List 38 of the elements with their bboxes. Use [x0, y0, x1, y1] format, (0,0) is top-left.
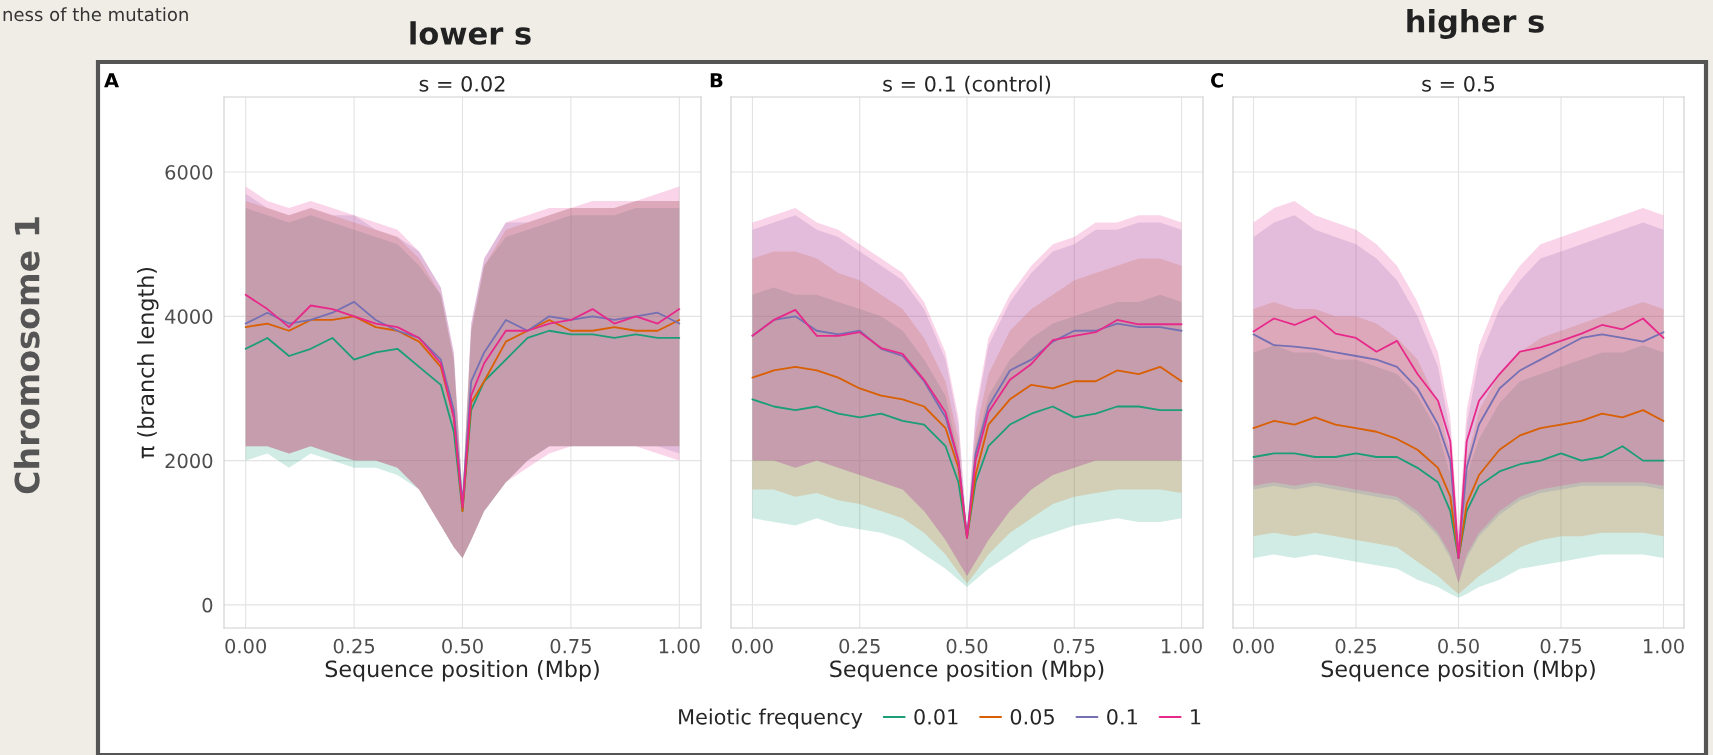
x-tick-label: 0.25 [1335, 638, 1376, 654]
x-tick-label: 1.00 [1643, 638, 1684, 654]
x-axis-title: Sequence position (Mbp) [830, 660, 1104, 682]
x-axis-title: Sequence position (Mbp) [325, 660, 599, 682]
x-tick-label: 0.25 [839, 638, 880, 654]
x-tick-label: 1.00 [659, 638, 700, 654]
x-axis-title: Sequence position (Mbp) [1321, 660, 1595, 682]
legend-label: 0.05 [1010, 708, 1054, 725]
y-tick-label: 4000 [165, 309, 213, 324]
y-tick-label: 6000 [165, 164, 213, 180]
x-tick-label: 0.00 [225, 638, 267, 654]
x-tick-label: 0.00 [732, 638, 773, 654]
text: ness of the mutation [3, 7, 188, 22]
text: A [104, 73, 119, 88]
text: B [710, 73, 723, 88]
legend-label: 0.01 [914, 708, 958, 725]
y-tick-label: 2000 [165, 453, 213, 469]
x-tick-label: 0.75 [550, 638, 591, 654]
y-tick-label: 0 [202, 597, 213, 613]
x-tick-label: 0.75 [1540, 638, 1581, 654]
legend-title: Meiotic frequency [679, 708, 863, 729]
chart-title: s = 0.5 [1422, 75, 1495, 92]
x-tick-label: 0.50 [1438, 638, 1479, 654]
text: higher s [1407, 9, 1544, 39]
text: lower s [410, 21, 531, 45]
chart-title: s = 0.1 (control) [883, 75, 1051, 95]
x-tick-label: 0.50 [442, 638, 483, 654]
x-tick-label: 1.00 [1162, 638, 1202, 654]
text: Chromosome 1 [13, 217, 40, 494]
legend-label: 0.1 [1107, 708, 1137, 725]
text: C [1210, 72, 1224, 88]
y-axis-title: π (branch length) [137, 267, 159, 459]
legend-label: 1 [1191, 709, 1201, 725]
chart-title: s = 0.02 [419, 75, 505, 92]
x-tick-label: 0.50 [946, 638, 988, 654]
x-tick-label: 0.00 [1233, 638, 1274, 654]
x-tick-label: 0.75 [1053, 638, 1095, 654]
x-tick-label: 0.25 [333, 638, 375, 654]
